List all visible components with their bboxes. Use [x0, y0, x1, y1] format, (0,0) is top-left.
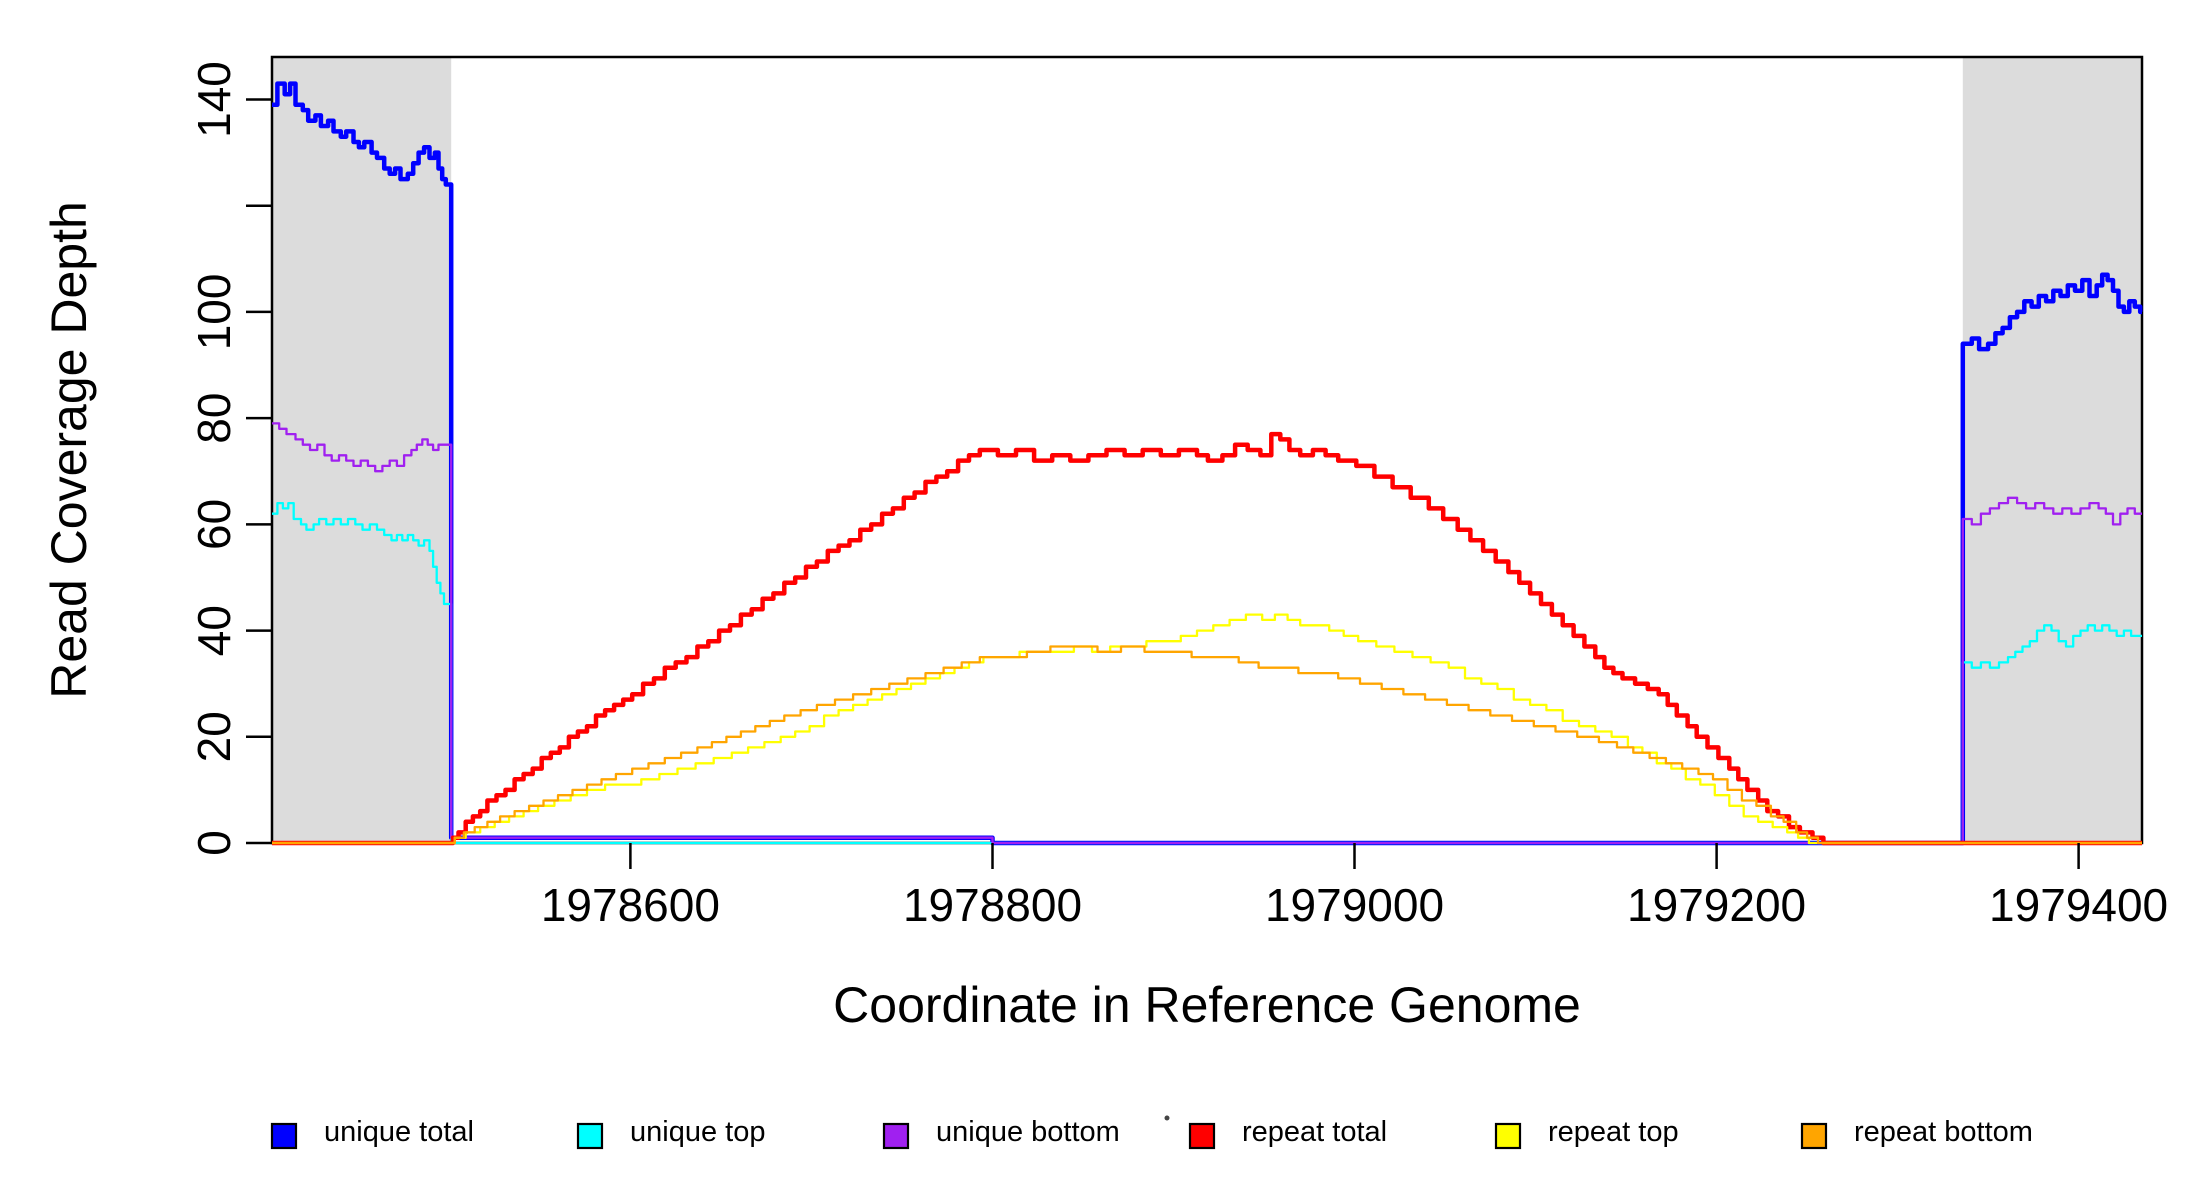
x-axis-tick-label: 1979200	[1627, 879, 1806, 931]
legend-swatch-unique-total	[270, 1122, 298, 1150]
y-axis-tick-label: 0	[188, 830, 240, 856]
legend-label: repeat top	[1548, 1116, 1679, 1148]
left-flank-highlight	[272, 57, 452, 843]
series-line-repeat-bottom	[272, 645, 2142, 845]
series-line-unique-total	[272, 81, 2143, 846]
series-line-unique-top	[272, 501, 2142, 845]
legend-label: unique bottom	[936, 1116, 1120, 1148]
series-line-repeat-top	[272, 613, 2142, 845]
y-axis-tick-label: 60	[188, 499, 240, 550]
y-axis-tick-label: 140	[188, 61, 240, 138]
legend-item: unique bottom	[882, 1116, 1120, 1150]
legend-swatch-repeat-bottom	[1800, 1122, 1828, 1150]
legend-item: unique top	[576, 1116, 765, 1150]
legend-item: repeat top	[1494, 1116, 1679, 1150]
y-axis-title: Read Coverage Depth	[41, 201, 97, 699]
x-axis-tick-label: 1979000	[1265, 879, 1444, 931]
y-axis-tick-label: 80	[188, 393, 240, 444]
right-flank-highlight	[1962, 57, 2142, 843]
legend-label: unique top	[630, 1116, 765, 1148]
y-axis-tick-label: 20	[188, 711, 240, 762]
legend-item: repeat total	[1188, 1116, 1387, 1150]
legend-item: repeat bottom	[1800, 1116, 2033, 1150]
legend-label: unique total	[324, 1116, 474, 1148]
legend-item: unique total	[270, 1116, 474, 1150]
x-axis-tick-label: 1978600	[541, 879, 720, 931]
x-axis-title: Coordinate in Reference Genome	[833, 977, 1581, 1033]
legend-swatch-unique-bottom	[882, 1122, 910, 1150]
legend-swatch-unique-top	[576, 1122, 604, 1150]
y-axis-tick-label: 100	[188, 274, 240, 351]
legend-label: repeat bottom	[1854, 1116, 2033, 1148]
y-axis-tick-label: 40	[188, 605, 240, 656]
legend-swatch-repeat-top	[1494, 1122, 1522, 1150]
x-axis-tick-label: 1979400	[1989, 879, 2168, 931]
legend: unique total unique top unique bottom repea…	[270, 1116, 2033, 1150]
legend-label: repeat total	[1242, 1116, 1387, 1148]
x-axis-tick-label: 1978800	[903, 879, 1082, 931]
series-line-repeat-total	[272, 431, 2142, 846]
stray-dot	[1164, 1115, 1170, 1121]
legend-swatch-repeat-total	[1188, 1122, 1216, 1150]
series-group	[272, 81, 2143, 846]
series-line-unique-bottom	[272, 422, 2142, 845]
